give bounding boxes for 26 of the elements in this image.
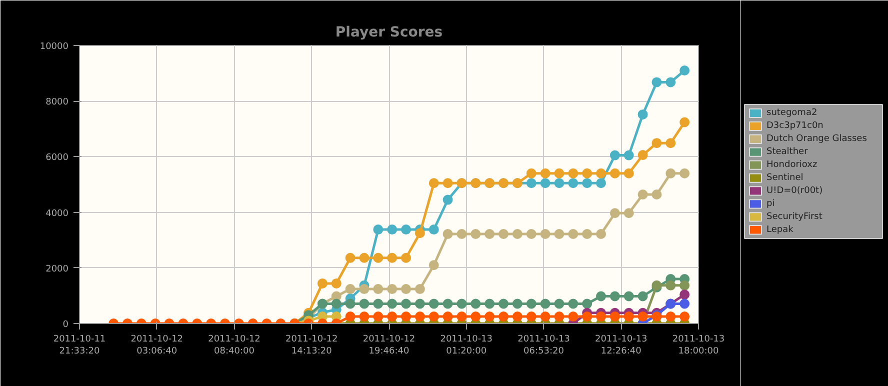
legend-label: Sentinel [766, 173, 804, 184]
y-tick-label: 8000 [46, 98, 69, 108]
legend-label: sutegoma2 [766, 108, 818, 118]
legend-label: pi [766, 198, 775, 209]
x-tick-label: 2011-10-13 06:53:20 [518, 334, 570, 356]
x-tick-label: 2011-10-12 08:40:00 [208, 334, 260, 356]
chart-title: Player Scores [335, 24, 443, 40]
legend-label: Hondorioxz [766, 160, 818, 170]
x-tick-label: 2011-10-12 14:13:20 [285, 334, 338, 356]
y-tick-label: 4000 [46, 208, 69, 219]
y-tick-label: 0 [62, 320, 69, 330]
legend-label: Stealther [766, 147, 808, 158]
x-tick-label: 2011-10-13 01:20:00 [440, 334, 493, 356]
x-tick-label: 2011-10-12 19:46:40 [362, 334, 416, 356]
legend-label: Lepak [766, 224, 794, 235]
x-tick-label: 2011-10-12 03:06:40 [130, 334, 184, 356]
y-tick-label: 2000 [46, 264, 69, 274]
y-tick-label: 6000 [46, 153, 69, 164]
legend-label: Dutch Orange Glasses [766, 134, 868, 144]
x-tick-label: 2011-10-13 12:26:40 [594, 334, 648, 356]
legend-label: D3c3p71c0n [766, 121, 824, 132]
x-tick-label: 2011-10-11 21:33:20 [53, 334, 106, 356]
legend-label: SecurityFirst [766, 212, 823, 222]
legend-label: U!D=0(r00t) [766, 186, 823, 196]
x-tick-label: 2011-10-13 18:00:00 [672, 334, 725, 356]
y-tick-label: 10000 [40, 42, 69, 52]
